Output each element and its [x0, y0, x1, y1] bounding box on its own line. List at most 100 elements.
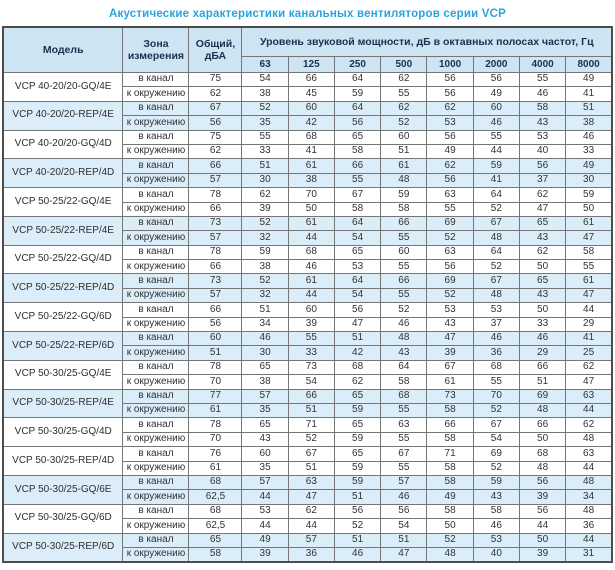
band-level-cell-250: 56: [333, 503, 382, 520]
band-level-cell-250: 47: [333, 316, 382, 333]
band-level-cell-4000: 65: [518, 215, 567, 232]
total-dba-cell: 78: [188, 359, 243, 376]
band-level-cell-500: 55: [380, 287, 428, 304]
band-level-cell-63: 59: [241, 244, 289, 261]
band-level-cell-250: 62: [333, 374, 382, 390]
band-level-cell-1000: 69: [426, 273, 474, 289]
band-level-cell-125: 70: [287, 187, 335, 203]
band-level-cell-500: 52: [380, 115, 428, 131]
band-level-cell-125: 66: [287, 388, 335, 404]
band-level-cell-1000: 56: [426, 129, 474, 145]
band-level-cell-1000: 63: [426, 244, 474, 261]
band-level-cell-500: 64: [380, 359, 428, 376]
band-level-cell-8000: 33: [565, 143, 613, 160]
band-level-cell-2000: 68: [472, 359, 520, 376]
table-row: VCP 40-20/20-REP/4E в канал 67 52 60 64 62 62 60…: [2, 100, 613, 131]
band-level-cell-4000: 50: [518, 431, 567, 448]
band-level-cell-250: 59: [333, 431, 382, 448]
band-level-cell-2000: 53: [472, 302, 520, 318]
zone-cell: в канал: [122, 187, 190, 203]
band-level-cell-1000: 49: [426, 489, 474, 505]
band-level-cell-1000: 58: [426, 474, 474, 491]
band-level-cell-1000: 63: [426, 187, 474, 203]
band-level-cell-63: 39: [241, 201, 289, 217]
band-level-cell-63: 53: [241, 503, 289, 520]
band-level-cell-4000: 37: [518, 172, 567, 189]
band-level-cell-8000: 63: [565, 446, 613, 462]
zone-cell: в канал: [122, 71, 190, 88]
band-level-cell-4000: 56: [518, 503, 567, 520]
band-level-cell-4000: 39: [518, 489, 567, 505]
band-level-cell-8000: 58: [565, 244, 613, 261]
model-cell: VCP 50-25/22-REP/4E: [2, 215, 124, 246]
zone-cell: к окружению: [122, 143, 190, 160]
band-level-cell-1000: 58: [426, 431, 474, 448]
band-level-cell-125: 44: [287, 518, 335, 534]
band-level-cell-63: 60: [241, 446, 289, 462]
band-level-cell-500: 55: [380, 259, 428, 275]
band-level-cell-4000: 40: [518, 143, 567, 160]
band-level-cell-125: 63: [287, 474, 335, 491]
model-cell: VCP 40-20/20-GQ/4E: [2, 72, 124, 102]
band-level-cell-63: 57: [241, 388, 289, 404]
band-level-cell-125: 38: [287, 172, 335, 189]
total-dba-cell: 66: [188, 302, 243, 318]
band-level-cell-125: 51: [287, 460, 335, 476]
band-level-cell-125: 39: [287, 316, 335, 333]
band-level-cell-8000: 62: [565, 359, 613, 376]
band-level-cell-8000: 47: [565, 287, 613, 304]
table-row: к окружению 57 32 44 54 55 52 48 43 47: [3, 230, 613, 246]
band-level-cell-2000: 52: [472, 259, 520, 275]
table-row: VCP 50-25/22-GQ/4D в канал 78 59 68 65 60 63 64 6…: [2, 244, 613, 275]
band-level-cell-8000: 47: [565, 230, 613, 246]
band-level-cell-4000: 68: [518, 446, 567, 462]
band-level-cell-1000: 56: [426, 71, 474, 88]
table-row: к окружению 62,5 44 47 51 46 49 43 39 34: [3, 489, 613, 505]
band-level-cell-125: 62: [287, 503, 335, 520]
band-level-cell-4000: 43: [518, 115, 567, 131]
total-dba-cell: 62: [188, 86, 243, 102]
model-cell: VCP 50-30/25-REP/6D: [2, 532, 124, 563]
band-level-cell-2000: 58: [472, 503, 520, 520]
band-level-cell-500: 57: [380, 474, 428, 491]
band-level-cell-1000: 53: [426, 115, 474, 131]
model-cell: VCP 40-20/20-REP/4E: [2, 100, 124, 131]
band-level-cell-8000: 47: [565, 374, 613, 390]
total-dba-cell: 70: [188, 374, 243, 390]
column-header-freq-125: 125: [287, 56, 335, 73]
total-dba-cell: 60: [188, 331, 243, 347]
band-level-cell-500: 46: [380, 489, 428, 505]
band-level-cell-250: 65: [333, 388, 382, 404]
total-dba-cell: 77: [188, 388, 243, 404]
band-level-cell-2000: 49: [472, 86, 520, 102]
band-level-cell-2000: 52: [472, 402, 520, 419]
band-level-cell-8000: 55: [565, 259, 613, 275]
band-level-cell-125: 54: [287, 374, 335, 390]
band-level-cell-63: 30: [241, 172, 289, 189]
band-level-cell-2000: 53: [472, 532, 520, 548]
table-row: VCP 40-20/20-GQ/4D в канал 75 55 68 65 60 56 55 5…: [2, 129, 613, 160]
band-level-cell-63: 44: [241, 518, 289, 534]
band-level-cell-2000: 59: [472, 158, 520, 174]
band-level-cell-250: 64: [333, 71, 382, 88]
zone-cell: к окружению: [122, 230, 190, 246]
zone-cell: к окружению: [122, 518, 190, 534]
total-dba-cell: 66: [188, 259, 243, 275]
band-level-cell-4000: 47: [518, 201, 567, 217]
band-level-cell-125: 60: [287, 302, 335, 318]
table-row: к окружению 56 35 42 56 52 53 46 43 38: [3, 115, 613, 131]
band-level-cell-500: 58: [380, 374, 428, 390]
band-level-cell-63: 65: [241, 359, 289, 376]
band-level-cell-250: 58: [333, 201, 382, 217]
band-level-cell-2000: 40: [472, 546, 520, 563]
table-row: VCP 50-30/25-REP/4E в канал 77 57 66 65 68 73 70…: [2, 388, 613, 419]
zone-cell: к окружению: [122, 460, 190, 476]
column-header-freq-2000: 2000: [472, 56, 520, 73]
table-row: VCP 50-30/25-REP/4D в канал 76 60 67 65 67 71 69…: [2, 446, 613, 476]
band-level-cell-2000: 46: [472, 518, 520, 534]
total-dba-cell: 62,5: [188, 489, 243, 505]
band-level-cell-500: 55: [380, 230, 428, 246]
band-level-cell-125: 61: [287, 158, 335, 174]
band-level-cell-8000: 41: [565, 331, 613, 347]
band-level-cell-1000: 73: [426, 388, 474, 404]
